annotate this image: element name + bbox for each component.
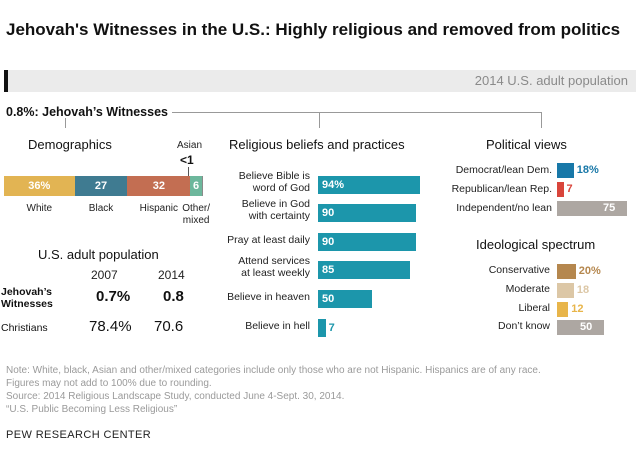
year-2007: 2007 [91,268,118,282]
bar-category-label: Believe in God with certainty [200,198,310,222]
bar-category-label: Independent/no lean [456,202,552,214]
note-line-2: Figures may not add to 100% due to round… [6,378,212,389]
demographics-segment: 27 [74,176,128,196]
bar-category-label: Believe in heaven [227,291,310,303]
demographics-heading: Demographics [28,137,112,152]
bar [557,320,604,335]
bar-value-label: 90 [322,206,335,219]
bar [557,302,569,317]
jw-share-marker [4,70,8,92]
demographics-segment: 32 [127,176,191,196]
bar-category-label: Pray at least daily [227,234,310,246]
demographics-label-line: mixed [182,215,210,226]
row-christians-2007: 78.4% [89,318,132,335]
bar-category-label: Attend services at least weekly [200,255,310,279]
bar [318,319,326,337]
bar-value-label: 75 [603,202,616,214]
bar-label-line: at least weekly [241,267,310,279]
bar-category-label: Democrat/lean Dem. [455,164,552,176]
bar-category-label: Believe Bible is word of God [200,170,310,194]
year-2014: 2014 [158,268,185,282]
bar [557,264,576,279]
connector-political [541,112,542,128]
bar-value-label: 20% [578,265,601,277]
row-jw-label: Jehovah’s Witnesses [1,286,53,310]
bar-label-line: Believe Bible is [238,170,310,182]
source-line: Source: 2014 Religious Landscape Study, … [6,391,345,402]
population-label: 2014 U.S. adult population [474,73,628,88]
bar-value-label: 85 [322,263,335,276]
bar-category-label: Conservative [488,264,550,276]
bar-value-label: 50 [580,321,593,333]
bar-value-label: 50 [322,292,335,305]
demographics-label-line: White [26,203,53,214]
demographics-labels: White Black Hispanic Other/mixed [4,203,211,233]
bar-category-label: Republican/lean Rep. [451,183,552,195]
bar [318,261,411,279]
bar-category-label: Believe in hell [245,320,310,332]
bar-label-line: Attend services [238,255,310,267]
bar-value-label: 18 [576,284,590,296]
political-chart: Democrat/lean Dem. 18% Republican/lean Rep… [430,160,636,220]
bar-value-label: 18% [576,164,599,176]
demographics-segment-label: Hispanic [129,203,189,215]
demographics-label-line: Black [88,203,114,214]
bar [557,283,574,298]
beliefs-heading: Religious beliefs and practices [229,137,405,152]
bar [557,201,627,216]
asian-label: Asian [177,140,203,151]
bar-value-label: 90 [322,235,335,248]
bar [318,204,416,222]
bar-category-label: Moderate [505,283,550,295]
bar-value-label: 7 [566,183,573,195]
bar-category-label: Don’t know [498,320,550,332]
connector-beliefs [319,112,320,128]
pew-logo-text: PEW RESEARCH CENTER [6,429,152,441]
bar [318,233,416,251]
demographics-label-line: Hispanic [139,203,179,214]
demographics-stacked-bar: 36% 27 32 6 [4,176,202,196]
bar-category-label: Liberal [518,302,550,314]
asian-value: <1 [180,153,194,167]
bar-value-label: 7 [328,321,335,334]
demographics-segment: 36% [4,176,75,196]
bar-value-label: 94% [322,178,345,191]
political-heading: Political views [486,137,567,152]
bar [557,182,564,197]
connector-demographics [65,118,66,128]
demographics-segment-label: Black [71,203,131,215]
demographics-segment-label: Other/mixed [166,203,226,227]
jw-share-label: 0.8%: Jehovah’s Witnesses [6,105,168,119]
bar [557,163,574,178]
report-title: “U.S. Public Becoming Less Religious” [6,404,178,415]
chart-title: Jehovah's Witnesses in the U.S.: Highly … [6,20,621,39]
demographics-label-line: Other/ [182,203,210,214]
demographics-segment-label: White [9,203,69,215]
bar-value-label: 12 [571,303,584,315]
population-table-heading: U.S. adult population [38,247,159,262]
connector-rule [172,112,542,113]
population-bar [4,70,636,92]
bar-label-line: with certainty [248,210,310,222]
bar [318,176,420,194]
row-christians-label: Christians [1,322,48,334]
ideology-chart: Conservative 20% Moderate 18 Liberal 12 Don’t … [430,262,636,342]
row-jw-2007: 0.7% [96,288,131,305]
bar-label-line: word of God [252,182,310,194]
bar [318,290,373,308]
asian-segment [202,176,203,196]
row-jw-2014: 0.8 [163,288,184,305]
row-christians-2014: 70.6 [154,318,184,335]
ideology-heading: Ideological spectrum [476,237,596,252]
asian-tick [188,167,189,176]
beliefs-chart: Believe Bible is word of God 94% Believe in… [200,168,425,348]
demographics-segment: 6 [190,176,202,196]
note-line-1: Note: White, black, Asian and other/mixe… [6,365,541,376]
bar-label-line: Believe in God [241,198,310,210]
